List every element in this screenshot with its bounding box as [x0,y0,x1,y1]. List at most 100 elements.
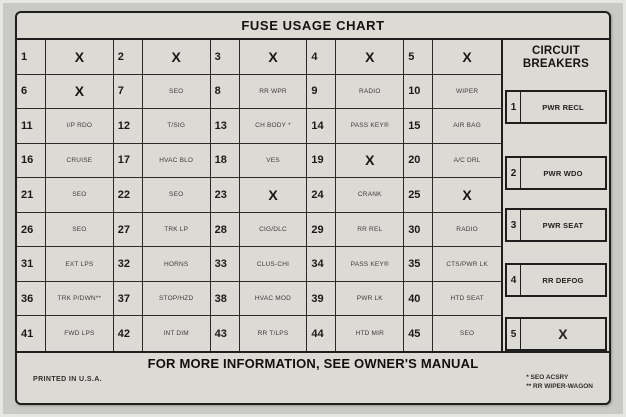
fuse-label: SEO [46,212,114,248]
fuse-number: 41 [17,316,46,351]
fuse-grid: 1 X 2 X 3 X 4 X 5 X 6 X 7 SEO 8 RR WPR 9 RADIO 10 WIPER 11 I/… [17,40,501,351]
chart-body: 1 X 2 X 3 X 4 X 5 X 6 X 7 SEO 8 RR WPR 9 RADIO 10 WIPER 11 I/… [17,40,609,351]
fuse-label: HTD SEAT [433,282,501,317]
fuse-number: 19 [307,143,337,179]
fuse-label: I/P RDO [46,109,114,144]
circuit-breaker-label: PWR RECL [542,102,584,112]
fuse-label: FWD LPS [46,316,114,351]
fuse-number: 17 [113,143,143,179]
fuse-number: 26 [17,212,46,248]
fuse-number: 12 [113,109,143,144]
fuse-number: 10 [404,74,434,110]
fuse-number: 16 [17,143,46,179]
fuse-label: RR T/LPS [240,316,308,351]
fuse-number: 30 [404,212,434,248]
fuse-number: 24 [307,178,337,213]
fuse-number: 8 [210,74,240,110]
fuse-label: RR WPR [239,74,308,110]
fuse-label: RADIO [433,213,501,248]
fuse-label: HVAC BLO [142,143,211,179]
fuse-number: 34 [307,247,337,282]
fuse-number: 25 [404,178,434,213]
fuse-label: RR REL [336,212,405,248]
footnote-rr-wiper-wagon: ** RR WIPER-WAGON [526,382,593,390]
circuit-breaker-item: 2 PWR WDO [505,156,607,190]
fuse-number: 2 [113,40,143,75]
fuse-number: 31 [17,247,46,282]
fuse-number: 37 [113,281,143,317]
fuse-label: TRK P/DWN** [46,281,114,317]
fuse-label: SEO [142,74,211,110]
fuse-label: T/SIG [142,109,211,144]
fuse-number: 4 [307,40,337,75]
fuse-label: X [336,143,405,179]
circuit-breaker-number: 4 [507,265,521,295]
fuse-number: 11 [17,109,46,144]
fuse-number: 33 [210,247,240,282]
circuit-breaker-number: 3 [507,210,521,240]
fuse-number: 32 [113,247,143,282]
printed-in-usa-note: PRINTED IN U.S.A. [33,376,103,383]
fuse-label: CIG/DLC [239,212,308,248]
circuit-breaker-label: PWR WDO [543,168,583,178]
fuse-label: CLUS-CHI [239,247,308,282]
circuit-breaker-item: 3 PWR SEAT [505,208,607,242]
circuit-breakers-column: CIRCUIT BREAKERS 1 PWR RECL 2 PWR WDO 3 PWR S… [501,40,609,351]
fuse-number: 42 [114,316,143,351]
fuse-number: 45 [404,316,434,351]
fuse-number: 5 [404,40,434,75]
fuse-number: 40 [404,281,434,317]
fuse-number: 3 [210,40,240,75]
footer-band: FOR MORE INFORMATION, SEE OWNER'S MANUAL… [17,351,609,403]
fuse-label: INT DIM [143,316,211,351]
fuse-label: X [433,40,501,75]
fuse-label: X [142,40,211,75]
circuit-breakers-header: CIRCUIT BREAKERS [522,45,590,71]
fuse-number: 18 [210,143,240,179]
fuse-number: 15 [404,109,434,144]
fuse-label: CTS/PWR LK [433,247,501,282]
fuse-number: 13 [210,109,240,144]
fuse-label: AIR BAG [433,109,501,144]
circuit-breaker-number: 5 [507,319,521,349]
fuse-label: CRUISE [46,143,114,179]
fuse-label: X [46,40,114,75]
fuse-number: 39 [307,281,337,317]
fuse-number: 29 [307,212,337,248]
fuse-label: HORNS [142,247,211,282]
footnotes: * SEO ACSRY ** RR WIPER-WAGON [526,374,593,392]
fuse-label: SEO [459,330,475,338]
fuse-label: PASS KEY® [336,109,405,144]
footer-message: FOR MORE INFORMATION, SEE OWNER'S MANUAL [147,356,479,371]
fuse-label: CRANK [336,178,405,213]
circuit-breaker-label: X [558,326,568,342]
fuse-number: 27 [113,212,143,248]
circuit-breaker-number: 2 [507,158,521,188]
fuse-label: HVAC MOD [239,281,308,317]
circuit-breaker-item: 1 PWR RECL [505,90,607,124]
fuse-label: X [239,178,308,213]
circuit-breaker-item: 4 RR DEFOG [505,263,607,297]
fuse-number: 43 [211,316,240,351]
fuse-number: 14 [307,109,337,144]
fuse-label: SEO [142,178,211,213]
circuit-breaker-label: PWR SEAT [542,220,584,230]
fuse-label: PASS KEY® [336,247,405,282]
fuse-number: 44 [307,316,337,351]
fuse-number: 28 [210,212,240,248]
fuse-number: 21 [17,178,46,213]
fuse-label: PWR LK [336,281,405,317]
fuse-label: CH BODY * [239,109,308,144]
fuse-number: 9 [307,74,337,110]
fuse-label: X [433,178,501,213]
fuse-number: 36 [17,281,46,317]
fuse-number: 35 [404,247,434,282]
fuse-label: HTD MIR [336,316,405,351]
fuse-label: VES [239,143,308,179]
fuse-number: 6 [17,74,46,110]
fuse-label: WIPER [433,75,501,110]
fuse-number: 22 [113,178,143,213]
fuse-number: 20 [404,143,434,179]
circuit-breaker-label: RR DEFOG [542,275,584,285]
